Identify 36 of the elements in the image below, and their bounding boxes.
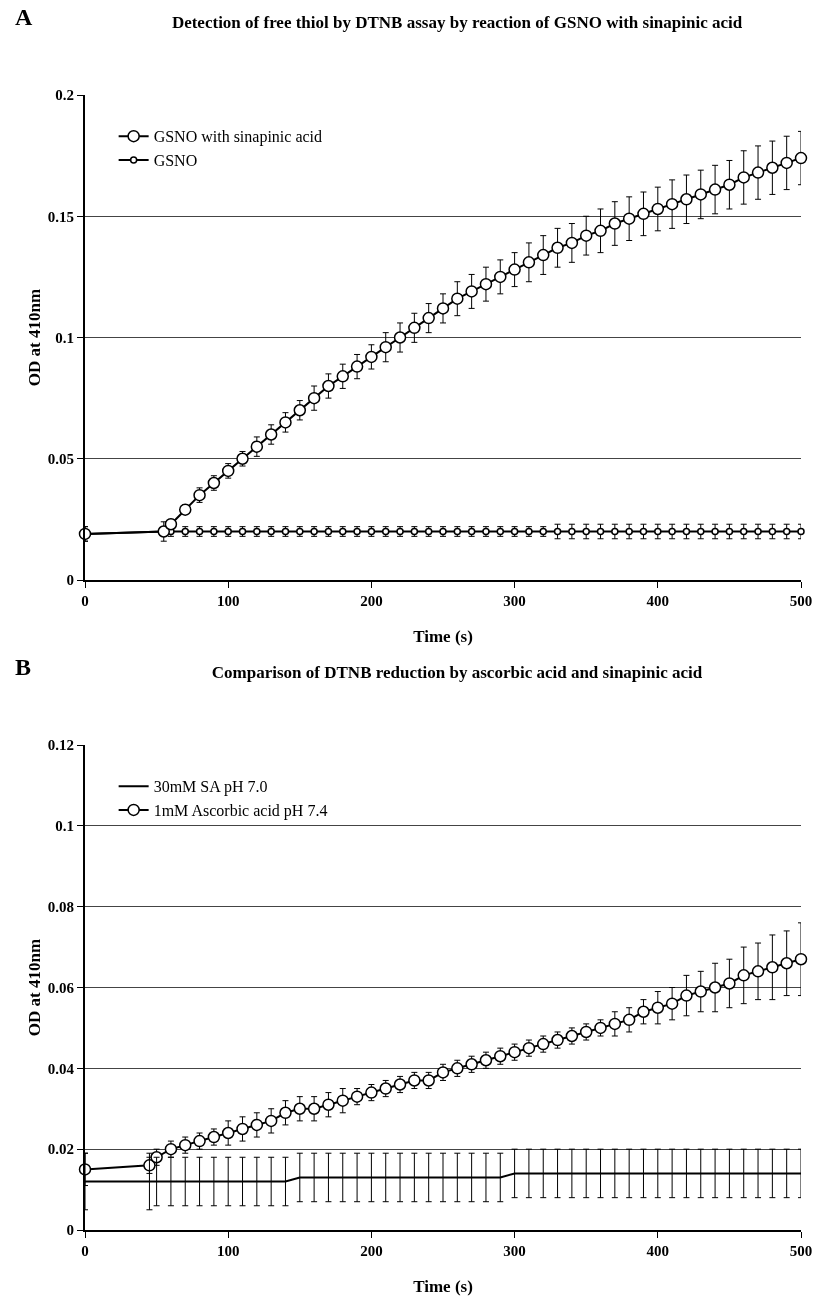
legend-label: 30mM SA pH 7.0 <box>153 778 268 797</box>
legend-label: 1mM Ascorbic acid pH 7.4 <box>153 802 328 821</box>
y-tick-label: 0 <box>66 1222 74 1239</box>
x-tick-label: 100 <box>216 593 240 609</box>
y-tick-label: 0.04 <box>47 1060 75 1077</box>
y-tick-label: 0.2 <box>55 87 74 104</box>
x-tick-label: 200 <box>360 593 383 609</box>
x-axis-title: Time (s) <box>413 1277 473 1296</box>
y-tick-label: 0.1 <box>55 329 74 346</box>
chart-title: Comparison of DTNB reduction by ascorbic acid and sinapinic acid <box>211 663 703 683</box>
y-tick-label: 0.05 <box>47 451 74 467</box>
x-axis-title: Time (s) <box>413 627 473 646</box>
y-axis-title: OD at 410nm <box>25 938 44 1037</box>
x-tick-label: 0 <box>81 1243 89 1259</box>
x-tick-label: 0 <box>81 593 89 609</box>
x-tick-label: 200 <box>360 1243 383 1259</box>
y-tick-label: 0.12 <box>47 737 74 754</box>
x-tick-label: 400 <box>646 593 670 609</box>
y-tick-label: 0.1 <box>55 818 74 835</box>
y-tick-label: 0.08 <box>47 898 74 915</box>
x-tick-label: 300 <box>503 593 526 609</box>
x-tick-label: 300 <box>503 1243 526 1259</box>
y-tick-label: 0.15 <box>47 208 74 225</box>
legend-label: GSNO with sinapinic acid <box>153 128 323 147</box>
x-tick-label: 500 <box>789 1243 813 1259</box>
chart-title: Detection of free thiol by DTNB assay by reaction of GSNO with sinapinic acid <box>171 13 743 33</box>
y-tick-label: 0.02 <box>47 1141 74 1158</box>
x-tick-label: 100 <box>216 1243 240 1259</box>
x-tick-label: 400 <box>646 1243 670 1259</box>
text: B <box>15 654 32 680</box>
y-tick-label: 0 <box>66 572 74 589</box>
y-tick-label: 0.06 <box>47 979 75 996</box>
y-axis-title: OD at 410nm <box>25 288 44 387</box>
text: A <box>15 4 33 30</box>
x-tick-label: 500 <box>789 593 813 609</box>
legend-label: GSNO <box>153 152 198 170</box>
